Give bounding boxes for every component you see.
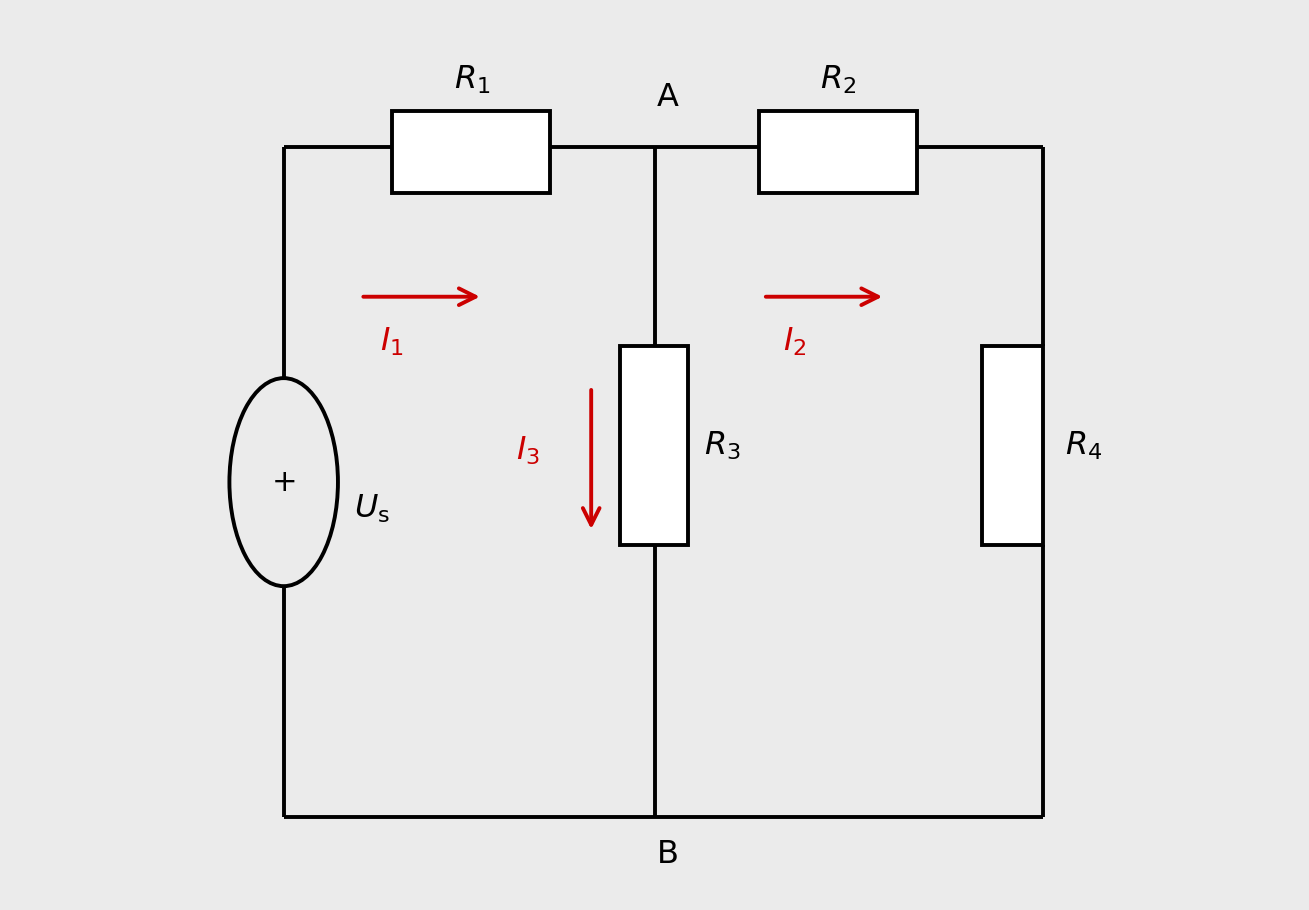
Text: $\mathit{R_1}$: $\mathit{R_1}$ [454, 64, 490, 96]
Bar [758, 111, 916, 193]
Text: $U_\mathrm{s}$: $U_\mathrm{s}$ [355, 493, 390, 525]
Text: A: A [657, 82, 679, 113]
Bar [393, 111, 551, 193]
Text: $+$: $+$ [271, 468, 296, 497]
Text: $\mathit{R_3}$: $\mathit{R_3}$ [704, 430, 741, 462]
Bar [620, 347, 689, 545]
Text: $\mathit{R_4}$: $\mathit{R_4}$ [1066, 430, 1102, 462]
Text: $\mathit{I_1}$: $\mathit{I_1}$ [381, 326, 404, 359]
Text: $\mathit{R_2}$: $\mathit{R_2}$ [819, 64, 856, 96]
Text: B: B [657, 839, 679, 870]
Text: $\mathit{I_2}$: $\mathit{I_2}$ [783, 326, 806, 359]
Text: $\mathit{I_3}$: $\mathit{I_3}$ [516, 434, 539, 467]
Ellipse shape [229, 379, 338, 586]
Bar [982, 347, 1043, 545]
